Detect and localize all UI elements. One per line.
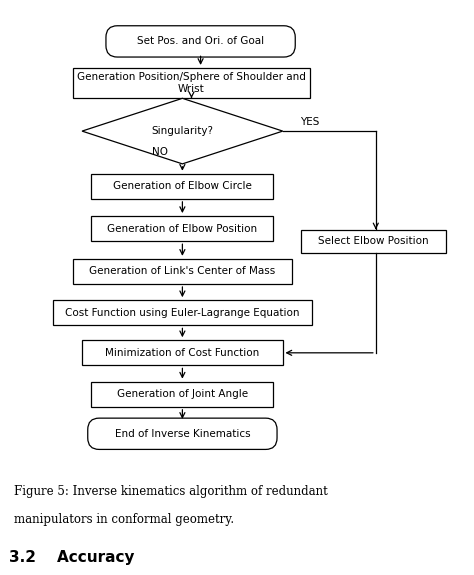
Text: Generation Position/Sphere of Shoulder and
Wrist: Generation Position/Sphere of Shoulder a… [77,72,306,94]
FancyBboxPatch shape [106,26,295,57]
Text: 3.2    Accuracy: 3.2 Accuracy [9,550,135,565]
Text: manipulators in conformal geometry.: manipulators in conformal geometry. [14,513,234,526]
Text: YES: YES [301,117,320,127]
Bar [73,259,292,284]
Text: Set Pos. and Ori. of Goal: Set Pos. and Ori. of Goal [137,36,264,47]
FancyBboxPatch shape [88,418,277,450]
Text: Generation of Elbow Position: Generation of Elbow Position [107,224,257,233]
Bar [82,340,283,366]
Bar [301,229,447,254]
Bar [91,174,273,199]
Text: Generation of Elbow Circle: Generation of Elbow Circle [113,181,252,191]
Text: Singularity?: Singularity? [151,126,213,136]
Bar [53,300,312,325]
Text: Minimization of Cost Function: Minimization of Cost Function [105,348,260,358]
Text: Generation of Link's Center of Mass: Generation of Link's Center of Mass [89,266,275,277]
Text: Select Elbow Position: Select Elbow Position [318,236,429,247]
Text: Cost Function using Euler-Lagrange Equation: Cost Function using Euler-Lagrange Equat… [65,308,300,318]
Text: End of Inverse Kinematics: End of Inverse Kinematics [115,429,250,439]
Text: Generation of Joint Angle: Generation of Joint Angle [117,389,248,399]
Bar [73,68,310,98]
Bar [91,216,273,241]
Bar [91,382,273,407]
Text: Figure 5: Inverse kinematics algorithm of redundant: Figure 5: Inverse kinematics algorithm o… [14,485,328,499]
Polygon shape [82,98,283,164]
Text: NO: NO [152,147,168,158]
